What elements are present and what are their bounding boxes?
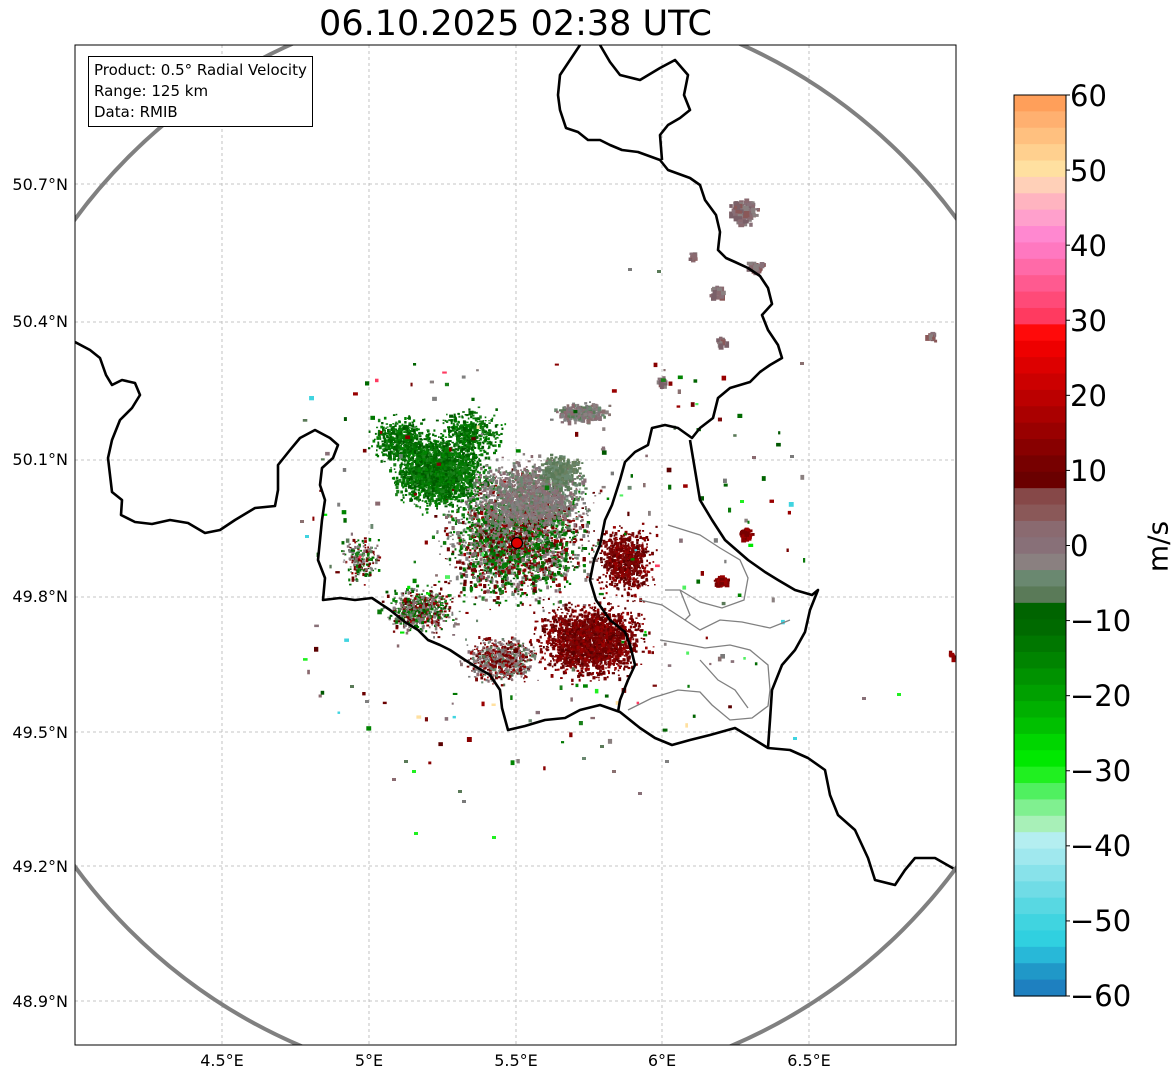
colorbar-unit-label: m/s [1141,520,1171,573]
map-frame [74,44,957,1046]
colorbar-tick: 50 [1070,154,1107,188]
colorbar-segment [1014,684,1066,702]
colorbar-segment [1014,586,1066,604]
radar-site-marker[interactable] [510,536,524,550]
lat-tick: 50.1°N [12,450,68,469]
colorbar-segment [1014,127,1066,145]
colorbar-segment [1014,422,1066,440]
colorbar-segment [1014,357,1066,375]
colorbar-segment [1014,799,1066,817]
colorbar-segment [1014,701,1066,719]
info-product: Product: 0.5° Radial Velocity [94,61,307,79]
colorbar-segment [1014,668,1066,686]
colorbar-segment [1014,488,1066,506]
colorbar-segment [1014,619,1066,637]
colorbar-segment [1014,144,1066,162]
colorbar-segment [1014,504,1066,522]
lat-tick: 50.4°N [12,312,68,331]
colorbar-segment [1014,324,1066,342]
colorbar-segment [1014,832,1066,850]
colorbar-tick: 30 [1070,304,1107,338]
colorbar-tick: 10 [1070,454,1107,488]
colorbar-segment [1014,766,1066,784]
lon-tick: 6°E [647,1051,677,1070]
colorbar-segment [1014,111,1066,129]
colorbar-segment [1014,930,1066,948]
lon-tick: 5°E [354,1051,384,1070]
colorbar-segment [1014,340,1066,358]
colorbar-segment [1014,258,1066,276]
colorbar-segment [1014,176,1066,194]
colorbar-tick: −30 [1070,754,1132,788]
colorbar-segment [1014,209,1066,227]
colorbar-segment [1014,291,1066,309]
lon-tick: 6.5°E [787,1051,831,1070]
colorbar-segment [1014,914,1066,932]
colorbar-segment [1014,635,1066,653]
lat-tick: 50.7°N [12,175,68,194]
colorbar-tick: −50 [1070,904,1132,938]
colorbar-segment [1014,602,1066,620]
colorbar-segment [1014,226,1066,244]
colorbar [1013,94,1070,997]
colorbar-segment [1014,848,1066,866]
colorbar-segment [1014,815,1066,833]
colorbar-segment [1014,553,1066,571]
lat-tick: 49.5°N [12,723,68,742]
colorbar-segment [1014,406,1066,424]
colorbar-segment [1014,717,1066,735]
colorbar-segment [1014,881,1066,899]
colorbar-segment [1014,389,1066,407]
colorbar-segment [1014,439,1066,456]
colorbar-segment [1014,275,1066,293]
colorbar-tick: 0 [1070,529,1089,563]
velocity-echoes [300,198,956,839]
colorbar-segment [1014,897,1066,915]
info-box: Product: 0.5° Radial Velocity Range: 125… [88,56,313,127]
colorbar-segment [1014,570,1066,588]
colorbar-segment [1014,750,1066,768]
colorbar-segment [1014,733,1066,751]
lat-tick: 49.8°N [12,587,68,606]
colorbar-segment [1014,520,1066,538]
info-range: Range: 125 km [94,82,209,100]
colorbar-tick: −40 [1070,829,1132,863]
national-borders-east [556,45,820,749]
colorbar-tick: −20 [1070,679,1132,713]
colorbar-segment [1014,979,1066,997]
lat-tick: 48.9°N [12,992,68,1011]
internal-borders [627,524,791,721]
colorbar-tick: 60 [1070,79,1107,113]
colorbar-segment [1014,455,1066,473]
colorbar-segment [1014,160,1066,178]
colorbar-segment [1014,783,1066,801]
national-borders [75,340,956,887]
colorbar-segment [1014,307,1066,325]
map-title: 06.10.2025 02:38 UTC [319,4,712,44]
colorbar-tick: −10 [1070,604,1132,638]
colorbar-segment [1014,95,1066,112]
lat-tick: 49.2°N [12,857,68,876]
lon-tick: 5.5°E [494,1051,538,1070]
colorbar-segment [1014,963,1066,981]
colorbar-segment [1014,242,1066,260]
colorbar-tick: 20 [1070,379,1107,413]
colorbar-segment [1014,537,1066,555]
info-source: Data: RMIB [94,103,178,121]
colorbar-tick: 40 [1070,229,1107,263]
colorbar-segment [1014,946,1066,964]
colorbar-segment [1014,373,1066,391]
colorbar-segment [1014,471,1066,489]
lon-tick: 4.5°E [200,1051,244,1070]
colorbar-segment [1014,193,1066,211]
colorbar-segment [1014,651,1066,669]
colorbar-tick: −60 [1070,979,1132,1013]
colorbar-segment [1014,864,1066,882]
